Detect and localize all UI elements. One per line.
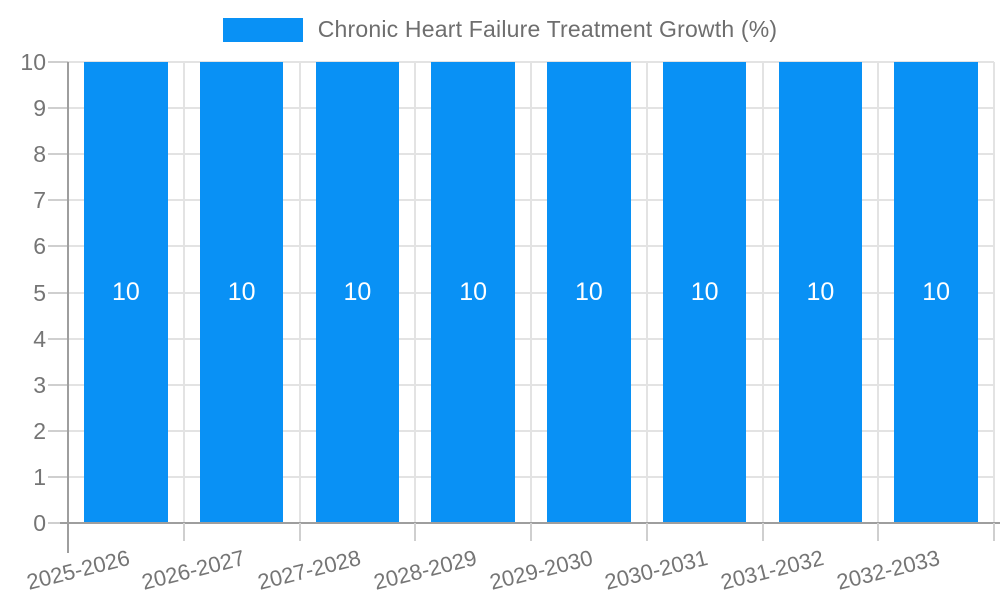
bar-value-label: 10 [922,278,951,306]
x-tick-mark [993,523,995,541]
y-tick-mark [48,153,68,156]
bar: 10 [894,62,978,523]
bar: 10 [547,62,631,523]
y-tick-mark [48,291,68,294]
bar: 10 [778,62,863,523]
x-tick-mark [530,523,532,541]
bar: 10 [84,62,168,523]
y-tick-mark [48,61,68,63]
y-tick-mark [48,475,68,478]
chart-legend: Chronic Heart Failure Treatment Growth (… [0,16,1000,43]
bar: 10 [431,62,515,523]
y-axis-tick-label: 2 [33,417,46,444]
x-axis-tick-label: 2028-2029 [371,545,480,595]
bar: 10 [199,62,284,523]
bar-value-label: 10 [806,278,835,306]
y-tick-mark [48,107,68,110]
grid-line-vertical [182,62,185,523]
bar-value-label: 10 [459,278,488,306]
y-axis-tick-label: 4 [33,325,46,352]
x-tick-mark [877,523,880,541]
grid-line-vertical [645,62,648,523]
x-tick-mark [182,523,185,541]
y-axis-tick-label: 6 [33,233,46,260]
plot-area: 10 10 10 10 10 10 10 10 [68,61,995,524]
y-tick-mark [48,522,68,524]
x-axis-tick-label: 2027-2028 [255,545,364,595]
y-axis-tick-label: 0 [33,510,46,536]
y-tick-mark [48,337,68,340]
y-axis-line [67,62,69,553]
y-tick-mark [48,429,68,432]
x-axis-tick-label: 2025-2026 [23,545,132,595]
x-axis-tick-label: 2030-2031 [602,545,711,595]
y-tick-mark [48,383,68,386]
x-tick-mark [298,523,301,541]
x-axis-tick-label: 2029-2030 [486,545,595,595]
legend-label: Chronic Heart Failure Treatment Growth (… [317,16,778,42]
grid-line-vertical [414,62,417,523]
x-tick-mark [645,523,648,541]
y-axis-tick-label: 8 [33,141,46,168]
x-axis-tick-label: 2026-2027 [139,545,248,595]
y-axis-tick-label: 3 [33,371,46,398]
y-axis-tick-label: 5 [33,279,46,306]
y-axis-tick-label: 9 [33,95,46,122]
grid-line-vertical [993,62,995,523]
bar-value-label: 10 [111,278,140,306]
bar-value-label: 10 [574,278,603,306]
x-tick-mark [761,523,764,541]
y-axis-tick-label: 10 [20,49,46,75]
grid-line-vertical [877,62,880,523]
y-tick-mark [48,245,68,248]
bar: 10 [662,62,747,523]
grid-line-vertical [298,62,301,523]
x-tick-mark [414,523,417,541]
y-axis-tick-label: 7 [33,187,46,214]
bar-value-label: 10 [690,278,719,306]
x-axis-tick-label: 2032-2033 [834,545,943,595]
y-tick-mark [48,199,68,202]
x-axis-tick-label: 2031-2032 [718,545,827,595]
bar: 10 [315,62,400,523]
grid-line-vertical [530,62,532,523]
y-axis-tick-label: 1 [33,463,46,490]
grid-line-vertical [761,62,764,523]
bar-value-label: 10 [227,278,256,306]
legend-swatch [222,17,303,42]
bar-value-label: 10 [343,278,372,306]
